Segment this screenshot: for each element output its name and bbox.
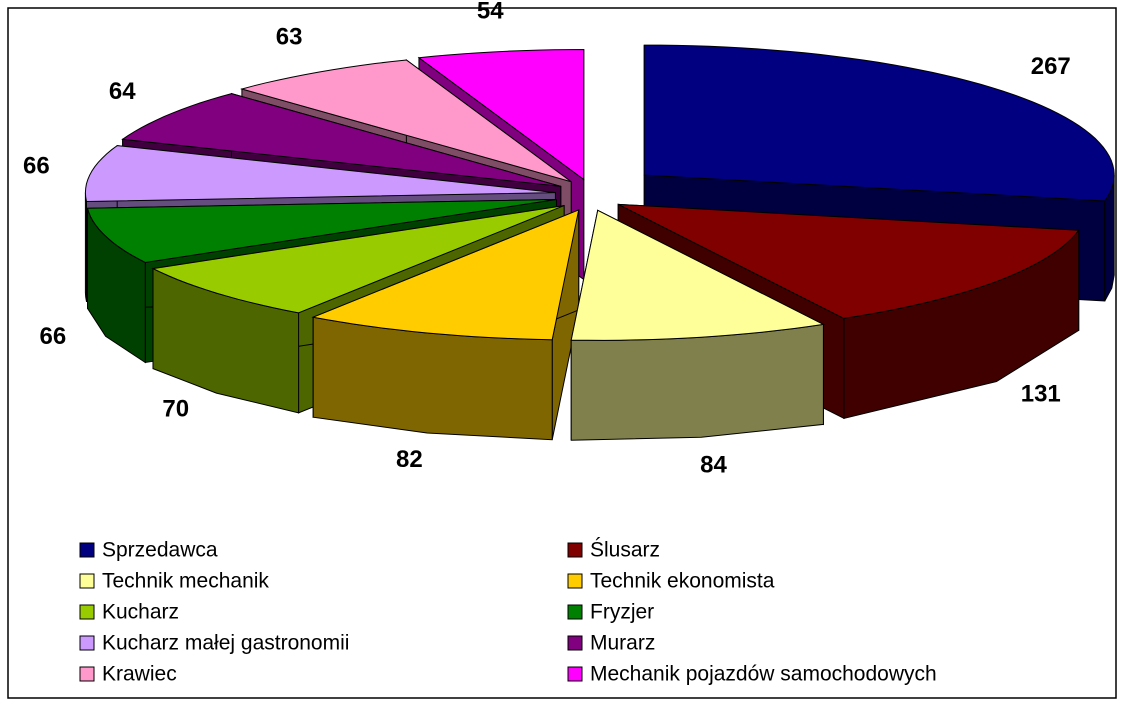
data-label: 64	[109, 78, 136, 105]
slice	[570, 209, 826, 441]
legend-label: Fryzjer	[590, 601, 654, 624]
legend-label: Krawiec	[102, 663, 177, 686]
slice-top	[417, 48, 585, 181]
slice-top	[617, 203, 1080, 319]
slice-top	[84, 145, 556, 203]
legend-label: Ślusarz	[590, 538, 660, 562]
slice-top	[86, 198, 557, 264]
legend-swatch	[79, 542, 95, 558]
slice-top	[643, 44, 1115, 202]
slice-top	[311, 209, 580, 341]
slice-top	[121, 93, 561, 187]
data-label: 131	[1021, 381, 1061, 408]
legend-swatch	[79, 604, 95, 620]
slice-side	[84, 192, 87, 302]
legend-swatch	[567, 604, 583, 620]
slice-top	[570, 209, 826, 341]
legend-swatch	[567, 666, 583, 682]
slice-side	[570, 323, 824, 441]
legend-label: Murarz	[590, 632, 655, 655]
data-label: 70	[162, 395, 189, 422]
legend-swatch	[567, 573, 583, 589]
legend-label: Sprzedawca	[102, 539, 218, 562]
legend-swatch	[79, 666, 95, 682]
slice-top	[240, 59, 572, 183]
data-label: 66	[23, 152, 50, 179]
legend-label: Mechanik pojazdów samochodowych	[590, 663, 937, 686]
data-label: 54	[477, 0, 504, 25]
data-label: 82	[396, 446, 423, 473]
legend-swatch	[567, 542, 583, 558]
legend-label: Kucharz małej gastronomii	[102, 632, 349, 655]
legend-swatch	[79, 635, 95, 651]
legend-swatch	[567, 635, 583, 651]
legend-swatch	[79, 573, 95, 589]
data-label: 84	[700, 452, 727, 479]
legend-label: Technik ekonomista	[590, 570, 775, 593]
slice	[311, 209, 580, 441]
legend-label: Kucharz	[102, 601, 179, 624]
data-label: 267	[1031, 53, 1071, 80]
legend-label: Technik mechanik	[102, 570, 269, 593]
slice-top	[151, 205, 565, 314]
data-label: 66	[40, 323, 67, 350]
data-label: 63	[276, 24, 303, 51]
